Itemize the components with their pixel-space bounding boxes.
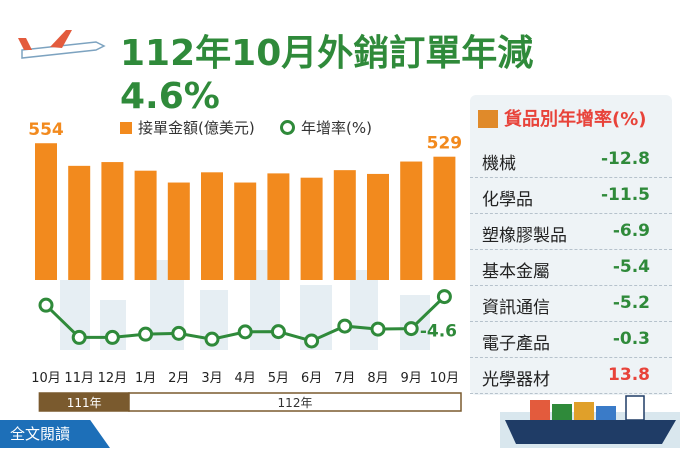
growth-point (436, 289, 452, 305)
bar (300, 177, 323, 280)
year-group-label: 111年 (67, 396, 102, 410)
growth-point (38, 297, 54, 313)
bar (433, 156, 456, 280)
year-group-band (128, 392, 462, 412)
x-tick-label: 10月 (31, 371, 61, 386)
line-marker-icon (280, 120, 295, 135)
growth-point (138, 326, 154, 342)
year-group-label: 112年 (278, 396, 313, 410)
boxes-icon (478, 110, 498, 128)
plane-wing-icon (50, 30, 72, 48)
bar-value-label: 554 (28, 120, 64, 140)
container-icon (574, 402, 594, 420)
container-icon (530, 400, 550, 420)
category-value: -0.3 (612, 329, 650, 349)
category-name: 塑橡膠製品 (482, 226, 567, 246)
bar-swatch-icon (120, 122, 132, 134)
panel-title-text: 貨品別年增率(%) (504, 109, 647, 130)
growth-point (71, 329, 87, 345)
bar (68, 165, 91, 280)
legend-bar-label: 接單金額(億美元) (138, 119, 255, 137)
category-name: 光學器材 (482, 370, 550, 390)
plane-icon (21, 41, 106, 59)
growth-point (403, 321, 419, 337)
plane-tail-icon (18, 38, 32, 50)
ship-hull-icon (505, 420, 676, 444)
category-value: -11.5 (601, 185, 650, 205)
bar (367, 173, 389, 280)
legend-line: 年增率(%) (280, 117, 372, 138)
growth-point (370, 321, 386, 337)
x-tick-label: 12月 (98, 371, 128, 386)
x-tick-label: 7月 (334, 371, 355, 386)
category-row: 機械 -12.8 (470, 143, 672, 178)
panel-title: 貨品別年增率(%) (478, 105, 668, 135)
growth-point (104, 329, 120, 345)
x-tick-label: 2月 (168, 371, 189, 386)
bar (201, 172, 223, 280)
bar (35, 143, 57, 280)
category-row: 基本金屬 -5.4 (470, 251, 672, 286)
x-tick-label: 1月 (135, 371, 156, 386)
category-row: 塑橡膠製品 -6.9 (470, 215, 672, 250)
category-name: 機械 (482, 154, 516, 174)
container-icon (552, 404, 572, 420)
bar (333, 170, 356, 280)
bar (101, 162, 124, 280)
category-name: 電子產品 (482, 334, 550, 354)
x-tick-label: 9月 (401, 371, 422, 386)
legend-line-label: 年增率(%) (301, 119, 372, 137)
category-name: 資訊通信 (482, 298, 550, 318)
growth-point (237, 324, 253, 340)
category-value: -5.2 (612, 293, 650, 313)
bar (400, 161, 423, 280)
category-name: 基本金屬 (482, 262, 550, 282)
category-value: 13.8 (608, 365, 650, 385)
x-tick-label: 5月 (268, 371, 289, 386)
x-tick-label: 6月 (301, 371, 322, 386)
bar (267, 173, 290, 280)
x-tick-label: 4月 (235, 371, 256, 386)
bar (134, 170, 157, 280)
bar (167, 182, 190, 280)
category-row: 資訊通信 -5.2 (470, 287, 672, 322)
page-title: 112年10月外銷訂單年減4.6% (120, 33, 534, 117)
growth-point (304, 333, 320, 349)
legend-bars: 接單金額(億美元) (120, 117, 255, 138)
x-tick-label: 11月 (64, 371, 94, 386)
category-row: 化學品 -11.5 (470, 179, 672, 214)
category-row: 光學器材 13.8 (470, 359, 672, 394)
category-value: -5.4 (612, 257, 650, 277)
x-tick-label: 3月 (201, 371, 222, 386)
growth-point (270, 324, 286, 340)
ship-bridge-icon (625, 395, 645, 421)
category-row: 電子產品 -0.3 (470, 323, 672, 358)
category-value: -6.9 (612, 221, 650, 241)
category-value: -12.8 (601, 149, 650, 169)
read-all-button[interactable]: 全文閱讀 (0, 420, 110, 448)
bar-value-label: 529 (427, 134, 463, 154)
x-tick-label: 10月 (430, 371, 460, 386)
category-growth-panel: 貨品別年增率(%) 機械 -12.8 化學品 -11.5 塑橡膠製品 -6.9 基本金屬 -5… (470, 95, 672, 395)
container-icon (596, 406, 616, 420)
category-name: 化學品 (482, 190, 533, 210)
growth-value-label: -4.6 (420, 322, 457, 342)
growth-point (171, 325, 187, 341)
x-tick-label: 8月 (367, 371, 388, 386)
growth-point (337, 318, 353, 334)
skyline-building (350, 270, 378, 350)
growth-point (204, 331, 220, 347)
bar (234, 182, 257, 280)
